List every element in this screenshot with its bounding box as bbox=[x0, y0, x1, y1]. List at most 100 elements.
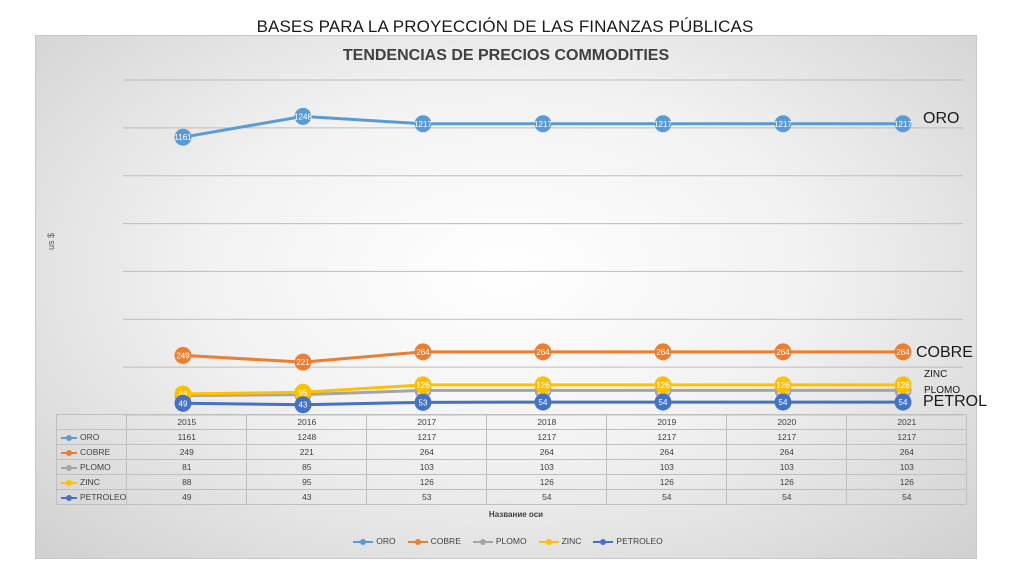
table-header-cell: 2019 bbox=[606, 414, 728, 430]
data-point-zinc bbox=[654, 376, 672, 394]
data-label-zinc: 126 bbox=[896, 381, 910, 390]
data-point-oro bbox=[174, 128, 192, 146]
data-label-zinc: 126 bbox=[536, 381, 550, 390]
data-point-petroleo bbox=[774, 393, 792, 411]
series-name-label: PLOMO bbox=[80, 462, 111, 472]
data-label-oro: 1161 bbox=[174, 133, 192, 142]
data-label-cobre: 264 bbox=[776, 348, 790, 357]
data-point-zinc bbox=[894, 376, 912, 394]
legend-swatch bbox=[407, 538, 428, 545]
data-label-petroleo: 54 bbox=[659, 398, 668, 407]
series-name-label: ORO bbox=[80, 432, 100, 442]
data-point-cobre bbox=[774, 343, 792, 361]
data-point-zinc bbox=[534, 376, 552, 394]
series-name-label: COBRE bbox=[80, 447, 111, 457]
table-header-cell: 2021 bbox=[846, 414, 968, 430]
table-header-cell: 2015 bbox=[126, 414, 248, 430]
slide-title: BASES PARA LA PROYECCIÓN DE LAS FINANZAS… bbox=[256, 17, 754, 36]
data-point-oro bbox=[774, 115, 792, 133]
side-label-petrol: PETROL bbox=[923, 393, 988, 410]
legend-swatch bbox=[538, 538, 559, 545]
table-cell: 264 bbox=[726, 444, 848, 460]
data-point-petroleo bbox=[534, 393, 552, 411]
data-label-zinc: 126 bbox=[656, 381, 670, 390]
data-label-zinc: 88 bbox=[179, 390, 188, 399]
data-point-oro bbox=[294, 107, 312, 125]
table-cell: 43 bbox=[246, 489, 368, 505]
table-cell: 103 bbox=[486, 459, 608, 475]
data-label-oro: 1217 bbox=[534, 120, 552, 129]
table-cell: 1217 bbox=[846, 429, 968, 445]
data-table: 2015 2016 2017 2018 2019 2020 2021 ORO 1161 1248 1… bbox=[55, 414, 968, 505]
table-cell: 126 bbox=[486, 474, 608, 490]
data-label-cobre: 249 bbox=[176, 351, 190, 360]
table-series-name: PETROLEO bbox=[55, 489, 128, 505]
table-row: ZINC 88 95 126 126 126 126 126 bbox=[55, 474, 968, 490]
table-series-name: ZINC bbox=[55, 474, 128, 490]
data-label-oro: 1217 bbox=[774, 120, 792, 129]
data-point-cobre bbox=[654, 343, 672, 361]
data-label-cobre: 264 bbox=[416, 348, 430, 357]
table-header-cell: 2018 bbox=[486, 414, 608, 430]
data-point-oro bbox=[654, 115, 672, 133]
table-series-name: PLOMO bbox=[55, 459, 128, 475]
data-point-zinc bbox=[294, 383, 312, 401]
data-label-petroleo: 54 bbox=[899, 398, 908, 407]
legend-label: PLOMO bbox=[495, 536, 527, 546]
series-name-label: ZINC bbox=[80, 477, 100, 487]
table-cell: 264 bbox=[366, 444, 488, 460]
data-label-petroleo: 43 bbox=[299, 401, 308, 410]
table-cell: 103 bbox=[726, 459, 848, 475]
data-point-cobre bbox=[414, 343, 432, 361]
series-swatch bbox=[61, 494, 77, 501]
chart-title: TENDENCIAS DE PRECIOS COMMODITIES bbox=[342, 47, 670, 64]
data-label-petroleo: 49 bbox=[179, 399, 188, 408]
table-corner bbox=[55, 414, 128, 430]
data-point-oro bbox=[414, 115, 432, 133]
data-label-cobre: 221 bbox=[296, 358, 310, 367]
data-point-oro bbox=[534, 115, 552, 133]
side-label-plomo: PLOMO bbox=[924, 385, 961, 396]
data-label-zinc: 95 bbox=[299, 388, 308, 397]
table-cell: 103 bbox=[846, 459, 968, 475]
legend-item-plomo: PLOMO bbox=[469, 536, 527, 546]
data-point-petroleo bbox=[174, 394, 192, 412]
data-point-cobre bbox=[174, 346, 192, 364]
table-cell: 126 bbox=[606, 474, 728, 490]
data-label-oro: 1248 bbox=[294, 112, 312, 121]
table-cell: 249 bbox=[126, 444, 248, 460]
x-axis-title: Название оси bbox=[488, 510, 544, 519]
table-cell: 88 bbox=[126, 474, 248, 490]
data-label-petroleo: 54 bbox=[539, 398, 548, 407]
data-point-petroleo bbox=[414, 393, 432, 411]
legend-swatch bbox=[472, 538, 493, 545]
table-series-name: COBRE bbox=[55, 444, 128, 460]
legend-swatch bbox=[593, 538, 614, 545]
legend-item-oro: ORO bbox=[349, 536, 396, 546]
series-swatch bbox=[61, 479, 77, 486]
series-swatch bbox=[61, 449, 77, 456]
table-cell: 126 bbox=[726, 474, 848, 490]
series-swatch bbox=[61, 464, 77, 471]
table-cell: 1217 bbox=[606, 429, 728, 445]
table-row: COBRE 249 221 264 264 264 264 264 bbox=[55, 444, 968, 460]
table-cell: 54 bbox=[726, 489, 848, 505]
table-cell: 1217 bbox=[726, 429, 848, 445]
data-point-petroleo bbox=[894, 393, 912, 411]
data-point-petroleo bbox=[654, 393, 672, 411]
table-cell: 264 bbox=[486, 444, 608, 460]
legend-swatch bbox=[353, 538, 374, 545]
table-row: PETROLEO 49 43 53 54 54 54 54 bbox=[55, 489, 968, 505]
data-label-oro: 1217 bbox=[654, 120, 672, 129]
table-row: ORO 1161 1248 1217 1217 1217 1217 1217 bbox=[55, 429, 968, 445]
data-point-zinc bbox=[774, 376, 792, 394]
data-label-zinc: 126 bbox=[416, 381, 430, 390]
table-cell: 54 bbox=[606, 489, 728, 505]
legend-item-petroleo: PETROLEO bbox=[589, 536, 663, 546]
table-cell: 81 bbox=[126, 459, 248, 475]
legend-item-zinc: ZINC bbox=[535, 536, 581, 546]
table-header-cell: 2020 bbox=[726, 414, 848, 430]
side-label-oro: ORO bbox=[923, 110, 960, 127]
data-label-zinc: 126 bbox=[776, 381, 790, 390]
